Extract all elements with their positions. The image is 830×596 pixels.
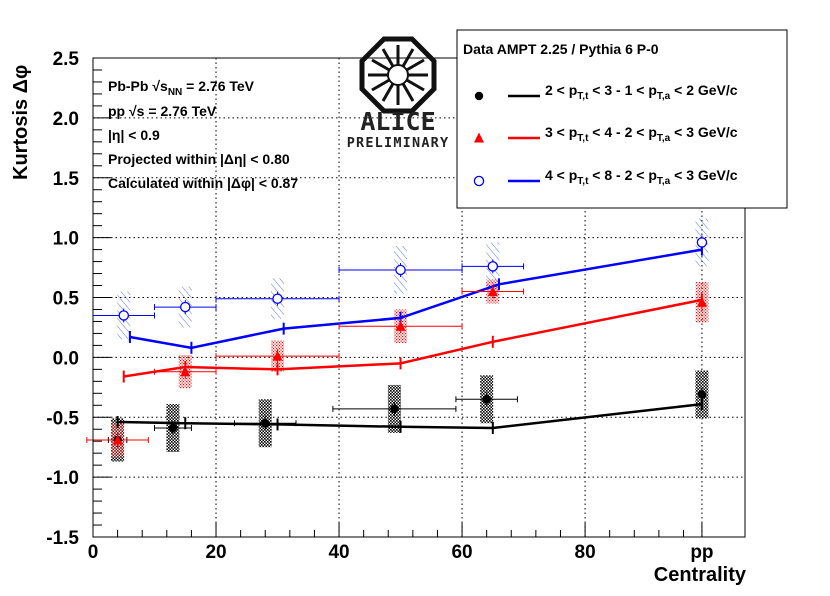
- axis-ticks: [92, 57, 703, 538]
- x-axis-title: Centrality: [654, 564, 747, 586]
- series-2-point: [180, 366, 191, 377]
- legend-label-3: 4 < pT,t < 8 - 2 < pT,a < 3 GeV/c: [545, 167, 738, 187]
- model-curves: [116, 243, 703, 435]
- y-tick-label: 0.5: [53, 289, 80, 310]
- y-tick-label: 2.0: [53, 109, 79, 130]
- series-3-model-line: [129, 248, 703, 350]
- y-tick-label: 2.5: [53, 49, 80, 70]
- alice-logo: ALICE PRELIMINARY: [347, 36, 450, 151]
- info-line-2: pp √s = 2.76 TeV: [108, 103, 217, 119]
- info-line-1: Pb-Pb √sNN = 2.76 TeV: [108, 78, 255, 98]
- series-2-point: [696, 296, 707, 307]
- data-points: [112, 237, 708, 445]
- x-tick-label: 60: [451, 542, 472, 563]
- series-3-point: [272, 293, 283, 304]
- info-text-block: Pb-Pb √sNN = 2.76 TeV pp √s = 2.76 TeV |η|…: [108, 78, 298, 191]
- x-tick-label: 0: [88, 542, 99, 563]
- legend-marker-3: [473, 175, 485, 187]
- series-1-model-line: [117, 402, 703, 430]
- x-tick-label: pp: [690, 542, 713, 563]
- series-2-point: [112, 434, 123, 445]
- series-2-point: [487, 286, 498, 297]
- series-2-point: [272, 350, 283, 361]
- legend-marker-2: [474, 132, 484, 143]
- series-3-point: [395, 264, 406, 276]
- x-tick-label: 40: [328, 542, 349, 563]
- x-tick-label: 80: [575, 542, 596, 563]
- series-3-point: [118, 310, 130, 321]
- series-3-point: [696, 237, 708, 248]
- legend-entries: 2 < pT,t < 3 - 1 < pT,a < 2 GeV/c 3 < pT,…: [473, 82, 738, 187]
- legend-label-1: 2 < pT,t < 3 - 1 < pT,a < 2 GeV/c: [545, 82, 738, 102]
- legend-label-2: 3 < pT,t < 4 - 2 < pT,a < 3 GeV/c: [545, 124, 738, 144]
- series-2-model-line: [123, 298, 703, 378]
- x-tick-label: 20: [205, 542, 226, 563]
- info-line-5: Calculated within |Δφ| < 0.87: [108, 175, 298, 191]
- y-tick-label: -1.0: [46, 468, 79, 489]
- legend-header: Data AMPT 2.25 / Pythia 6 P-0: [463, 41, 659, 57]
- systematic-error-boxes: [111, 218, 709, 462]
- info-line-3: |η| < 0.9: [108, 127, 160, 143]
- legend-box: [456, 29, 788, 209]
- y-axis-title: Kurtosis Δφ: [10, 65, 32, 180]
- info-line-4: Projected within |Δη| < 0.80: [108, 151, 290, 167]
- axis-tick-labels: 0 20 40 60 80 pp -1.5 -1.0 -0.5 0.0 0.5 1.0 1.5 2.0 2.…: [46, 49, 713, 563]
- y-tick-label: -1.5: [46, 528, 79, 549]
- y-tick-label: -0.5: [46, 408, 79, 429]
- series-3-point: [487, 261, 499, 272]
- y-tick-label: 1.0: [53, 229, 79, 250]
- y-tick-label: 1.5: [53, 169, 80, 190]
- alice-logo-star: [368, 45, 428, 105]
- alice-logo-octagon: [359, 36, 437, 114]
- series-1-point: [697, 390, 707, 399]
- alice-logo-center: [387, 64, 409, 86]
- alice-logo-name: ALICE: [360, 107, 435, 136]
- series-1-point: [261, 419, 270, 428]
- legend: Data AMPT 2.25 / Pythia 6 P-0 2 < pT,t <…: [456, 29, 788, 209]
- series-1-point: [482, 395, 491, 404]
- y-tick-label: 0.0: [53, 348, 79, 369]
- series-1-point: [390, 404, 399, 414]
- series-2-point: [395, 320, 406, 331]
- alice-logo-caption: PRELIMINARY: [347, 135, 450, 151]
- series-3-point: [180, 301, 191, 313]
- legend-marker-1: [474, 91, 484, 101]
- series-1-point: [168, 423, 178, 433]
